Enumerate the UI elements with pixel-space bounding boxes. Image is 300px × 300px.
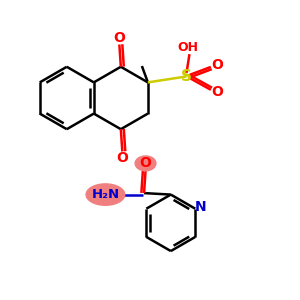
Text: O: O bbox=[113, 31, 125, 45]
Ellipse shape bbox=[135, 156, 156, 171]
Text: OH: OH bbox=[178, 41, 199, 54]
Text: H₂N: H₂N bbox=[92, 188, 119, 201]
Text: O: O bbox=[116, 151, 128, 165]
Text: N: N bbox=[195, 200, 206, 214]
Text: O: O bbox=[140, 156, 152, 170]
Text: O: O bbox=[212, 85, 223, 99]
Text: O: O bbox=[212, 58, 223, 71]
Ellipse shape bbox=[86, 184, 125, 205]
Text: S: S bbox=[181, 69, 192, 84]
